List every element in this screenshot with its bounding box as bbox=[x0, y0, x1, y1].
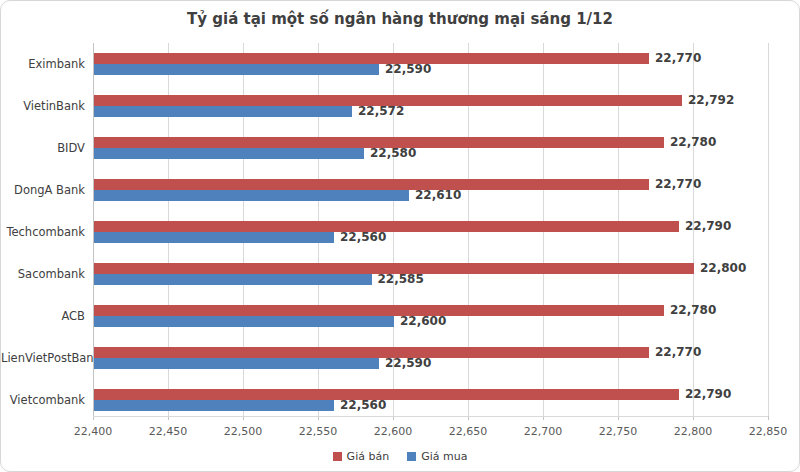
x-axis-label: 22,850 bbox=[733, 425, 800, 438]
category-label: Vietcombank bbox=[1, 392, 85, 408]
category-label: Sacombank bbox=[1, 266, 85, 282]
x-axis-label: 22,800 bbox=[658, 425, 728, 438]
value-label: 22,560 bbox=[340, 231, 386, 244]
legend-label: Giá mua bbox=[421, 450, 467, 463]
value-label: 22,770 bbox=[655, 178, 701, 191]
value-label: 22,560 bbox=[340, 399, 386, 412]
legend-swatch-icon bbox=[407, 452, 416, 461]
value-label: 22,780 bbox=[670, 304, 716, 317]
value-label: 22,580 bbox=[370, 147, 416, 160]
value-label: 22,790 bbox=[685, 388, 731, 401]
axis-tick bbox=[768, 416, 769, 420]
legend-label: Giá bán bbox=[347, 450, 390, 463]
value-label: 22,790 bbox=[685, 220, 731, 233]
legend-item: Giá mua bbox=[407, 450, 467, 463]
chart-title: Tỷ giá tại một số ngân hàng thương mại s… bbox=[1, 10, 799, 28]
bar-gia-ban bbox=[94, 221, 679, 232]
bar-gia-ban bbox=[94, 179, 649, 190]
legend-item: Giá bán bbox=[333, 450, 390, 463]
x-axis-label: 22,400 bbox=[58, 425, 128, 438]
value-label: 22,792 bbox=[688, 94, 734, 107]
value-label: 22,770 bbox=[655, 52, 701, 65]
category-label: Techcombank bbox=[1, 224, 85, 240]
x-axis-label: 22,550 bbox=[283, 425, 353, 438]
x-axis-label: 22,500 bbox=[208, 425, 278, 438]
value-label: 22,780 bbox=[670, 136, 716, 149]
bar-gia-mua bbox=[94, 400, 334, 411]
bar-gia-ban bbox=[94, 305, 664, 316]
value-label: 22,770 bbox=[655, 346, 701, 359]
bar-gia-mua bbox=[94, 64, 379, 75]
bar-gia-mua bbox=[94, 232, 334, 243]
bar-gia-mua bbox=[94, 358, 379, 369]
category-label: Eximbank bbox=[1, 56, 85, 72]
category-label: VietinBank bbox=[1, 98, 85, 114]
value-label: 22,610 bbox=[415, 189, 461, 202]
category-label: DongA Bank bbox=[1, 182, 85, 198]
value-axis-line bbox=[93, 416, 768, 417]
value-label: 22,590 bbox=[385, 357, 431, 370]
gridline bbox=[768, 43, 769, 416]
legend-swatch-icon bbox=[333, 452, 342, 461]
bar-gia-mua bbox=[94, 148, 364, 159]
value-label: 22,600 bbox=[400, 315, 446, 328]
category-label: ACB bbox=[1, 308, 85, 324]
bar-gia-mua bbox=[94, 316, 394, 327]
bar-gia-ban bbox=[94, 389, 679, 400]
value-label: 22,800 bbox=[700, 262, 746, 275]
value-label: 22,585 bbox=[378, 273, 424, 286]
bar-gia-ban bbox=[94, 53, 649, 64]
x-axis-label: 22,700 bbox=[508, 425, 578, 438]
bar-gia-mua bbox=[94, 274, 372, 285]
bar-gia-mua bbox=[94, 190, 409, 201]
legend: Giá bán Giá mua bbox=[1, 448, 799, 464]
category-label: BIDV bbox=[1, 140, 85, 156]
x-axis-label: 22,450 bbox=[133, 425, 203, 438]
bar-gia-ban bbox=[94, 347, 649, 358]
exchange-rate-bar-chart: Tỷ giá tại một số ngân hàng thương mại s… bbox=[0, 0, 800, 472]
x-axis-label: 22,650 bbox=[433, 425, 503, 438]
x-axis-label: 22,600 bbox=[358, 425, 428, 438]
category-label: LienVietPostBank bbox=[1, 350, 85, 366]
x-axis-label: 22,750 bbox=[583, 425, 653, 438]
value-label: 22,590 bbox=[385, 63, 431, 76]
bar-gia-mua bbox=[94, 106, 352, 117]
value-label: 22,572 bbox=[358, 105, 404, 118]
